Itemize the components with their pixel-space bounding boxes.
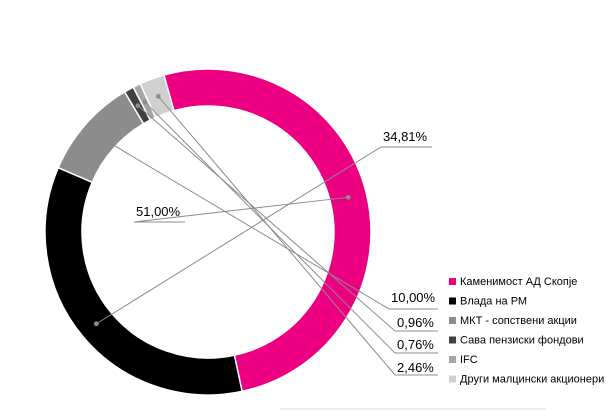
- data-label-1: 51,00%: [136, 204, 181, 219]
- legend-label-5: IFC: [460, 354, 478, 366]
- label-connector-6: [157, 96, 438, 376]
- data-label-6: 2,46%: [397, 360, 434, 375]
- legend-swatch-2: [449, 297, 456, 305]
- legend-swatch-6: [449, 375, 456, 383]
- data-labels-layer: 51,00% 34,81% 10,00% 0,96% 0,76% 2,46%: [136, 129, 436, 375]
- label-connector-5: [144, 101, 438, 354]
- slices-layer: [44, 68, 372, 396]
- connectors-layer: [93, 93, 438, 376]
- label-connector-dot-5: [142, 99, 148, 105]
- legend-label-1: Каменимост АД Скопје: [460, 276, 577, 288]
- legend-swatch-4: [449, 336, 456, 344]
- data-label-4: 0,96%: [397, 315, 434, 330]
- donut-slice-2: [44, 166, 244, 396]
- label-connector-2: [96, 146, 432, 325]
- label-connector-1: [133, 196, 349, 223]
- label-connector-dot-3: [96, 134, 102, 140]
- label-connector-dot-2: [93, 321, 99, 327]
- data-label-2: 34,81%: [383, 129, 428, 144]
- legend-swatch-1: [449, 278, 456, 285]
- legend: Каменимост АД Скопје Влада на РМ МКТ - соп…: [280, 276, 604, 410]
- label-connector-3: [99, 136, 438, 310]
- data-label-5: 0,76%: [397, 337, 434, 352]
- donut-slice-1: [162, 68, 372, 393]
- data-label-3: 10,00%: [391, 290, 436, 305]
- legend-label-2: Влада на РМ: [460, 296, 527, 308]
- legend-label-4: Сава пензиски фондови: [460, 335, 584, 347]
- legend-label-3: МКТ - сопствени акции: [460, 315, 577, 327]
- legend-swatch-3: [449, 317, 456, 324]
- label-connector-dot-6: [155, 93, 161, 99]
- legend-swatch-5: [449, 356, 456, 363]
- label-connector-dot-4: [135, 103, 141, 109]
- legend-label-6: Други малцински акционери: [460, 374, 604, 386]
- label-connector-dot-1: [345, 194, 351, 200]
